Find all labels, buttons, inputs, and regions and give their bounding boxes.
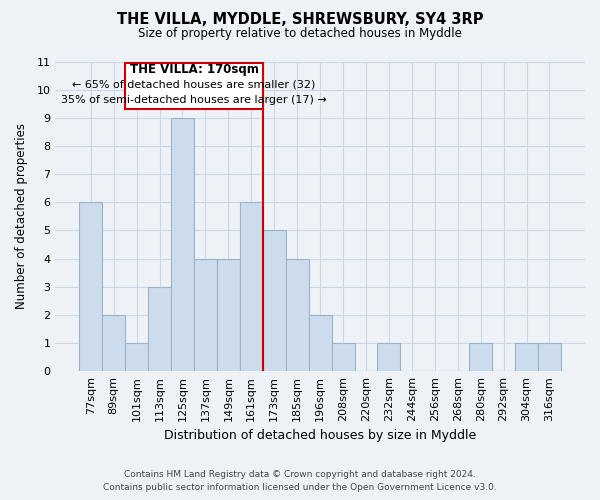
- Bar: [125, 343, 148, 371]
- Bar: [79, 202, 102, 371]
- Bar: [148, 286, 171, 371]
- Bar: [240, 202, 263, 371]
- Bar: [102, 315, 125, 371]
- Bar: [263, 230, 286, 371]
- Bar: [538, 343, 561, 371]
- Text: Size of property relative to detached houses in Myddle: Size of property relative to detached ho…: [138, 28, 462, 40]
- Text: ← 65% of detached houses are smaller (32): ← 65% of detached houses are smaller (32…: [72, 79, 316, 89]
- X-axis label: Distribution of detached houses by size in Myddle: Distribution of detached houses by size …: [164, 430, 476, 442]
- Text: Contains HM Land Registry data © Crown copyright and database right 2024.
Contai: Contains HM Land Registry data © Crown c…: [103, 470, 497, 492]
- Text: THE VILLA, MYDDLE, SHREWSBURY, SY4 3RP: THE VILLA, MYDDLE, SHREWSBURY, SY4 3RP: [117, 12, 483, 28]
- FancyBboxPatch shape: [125, 63, 263, 110]
- Bar: [377, 343, 400, 371]
- Bar: [308, 315, 332, 371]
- Bar: [171, 118, 194, 371]
- Bar: [469, 343, 492, 371]
- Text: THE VILLA: 170sqm: THE VILLA: 170sqm: [130, 64, 259, 76]
- Y-axis label: Number of detached properties: Number of detached properties: [15, 124, 28, 310]
- Bar: [194, 258, 217, 371]
- Bar: [217, 258, 240, 371]
- Bar: [286, 258, 308, 371]
- Text: 35% of semi-detached houses are larger (17) →: 35% of semi-detached houses are larger (…: [61, 94, 327, 104]
- Bar: [332, 343, 355, 371]
- Bar: [515, 343, 538, 371]
